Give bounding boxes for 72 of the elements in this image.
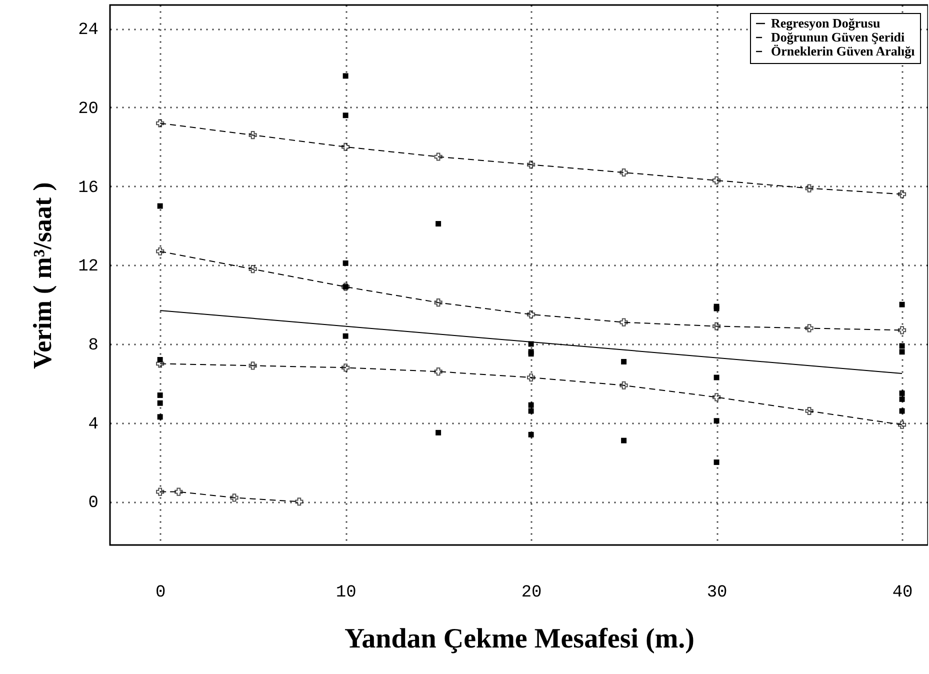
point: [899, 302, 905, 308]
point: [156, 488, 164, 496]
point: [805, 324, 814, 332]
point: [528, 408, 534, 414]
point: [899, 408, 905, 414]
point: [714, 418, 720, 424]
point: [899, 390, 905, 396]
point: [712, 393, 721, 402]
point: [528, 432, 534, 438]
y-tick-label: 8: [88, 336, 98, 356]
point: [434, 152, 442, 161]
point: [157, 203, 163, 209]
point: [157, 357, 163, 362]
x-tick-label: 0: [155, 584, 166, 602]
point: [898, 420, 906, 429]
point: [434, 368, 442, 376]
point: [899, 396, 905, 402]
point: [157, 392, 163, 398]
point: [248, 265, 257, 274]
legend-label: Doğrunun Güven Şeridi: [771, 30, 906, 44]
point: [436, 430, 442, 436]
point: [898, 190, 906, 198]
point: [527, 310, 536, 318]
y-axis-title: Verim ( m³/saat ): [28, 182, 58, 369]
point: [899, 349, 905, 355]
point: [621, 438, 627, 444]
point: [248, 362, 257, 370]
x-tick-label: 20: [521, 584, 542, 602]
point: [714, 374, 720, 380]
point: [342, 333, 348, 339]
y-tick-label: 4: [88, 415, 98, 434]
y-tick-label: 0: [88, 494, 98, 514]
x-tick-label: 30: [706, 584, 728, 602]
y-tick-label: 12: [78, 258, 98, 277]
point: [157, 400, 163, 406]
point: [712, 322, 721, 330]
point: [528, 341, 534, 347]
legend-label: Regresyon Doğrusu: [771, 16, 880, 30]
point: [527, 160, 536, 169]
point: [157, 414, 163, 420]
point: [230, 494, 238, 502]
point: [174, 488, 183, 496]
point: [156, 119, 164, 128]
point: [620, 381, 628, 390]
point: [712, 176, 721, 184]
point: [714, 459, 720, 465]
point: [621, 358, 627, 364]
point: [527, 373, 536, 382]
point: [805, 406, 814, 416]
legend-label: Örneklerin Güven Aralığı: [771, 44, 916, 58]
x-axis-title: Yandan Çekme Mesafesi (m.): [344, 624, 694, 654]
point: [342, 73, 348, 79]
point: [248, 131, 257, 140]
point: [899, 343, 905, 349]
point: [342, 364, 350, 372]
point: [898, 326, 906, 334]
point: [295, 498, 304, 506]
y-tick-label: 16: [78, 178, 98, 198]
point: [528, 402, 534, 408]
point: [434, 298, 442, 307]
point: [436, 221, 442, 226]
point: [342, 112, 348, 118]
y-tick-label: 24: [78, 21, 98, 40]
point: [620, 318, 628, 326]
point: [342, 142, 350, 151]
x-tick-label: 10: [336, 584, 356, 602]
point: [620, 168, 628, 177]
point: [805, 184, 814, 192]
x-tick-label: 40: [892, 584, 913, 602]
y-tick-label: 20: [78, 100, 98, 119]
point: [156, 247, 164, 256]
point: [342, 260, 348, 266]
